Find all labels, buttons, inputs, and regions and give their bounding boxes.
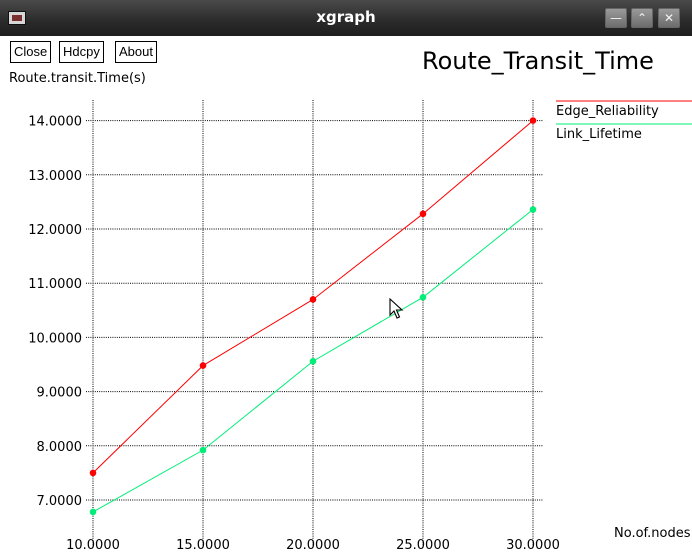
x-tick-label: 20.0000 [286,538,340,552]
y-tick-label: 9.0000 [37,386,83,401]
y-tick-label: 14.0000 [28,115,82,130]
y-axis-label: Route.transit.Time(s) [9,71,146,86]
y-tick-label: 8.0000 [37,440,83,455]
data-point [529,117,537,124]
x-tick-label: 10.0000 [66,538,120,552]
y-tick-label: 11.0000 [28,277,82,292]
data-point [89,508,97,516]
legend-label: Link_Lifetime [556,127,642,142]
about-button-label: About [119,44,153,59]
data-point [529,206,537,213]
x-axis-label: No.of.nodes [614,526,691,541]
close-icon[interactable]: ✕ [658,8,680,28]
minimize-icon[interactable]: — [605,8,627,28]
maximize-icon[interactable]: ⌃ [631,8,653,28]
x-tick-label: 15.0000 [176,538,230,552]
mouse-pointer-icon [389,298,404,319]
hdcpy-button-label: Hdcpy [63,44,100,59]
x-tick-label: 30.0000 [506,538,560,552]
legend-label: Edge_Reliability [556,104,659,119]
window-menu-icon[interactable] [8,11,26,25]
hdcpy-button[interactable]: Hdcpy [59,41,104,63]
window-titlebar: xgraph — ⌃ ✕ [0,0,692,36]
graph-title: Route_Transit_Time [422,47,654,75]
data-point [309,357,317,365]
close-button-label: Close [14,44,48,59]
data-point [199,362,207,369]
close-button[interactable]: Close [10,41,52,63]
data-point [199,446,207,454]
data-point [89,469,97,477]
y-tick-label: 7.0000 [37,494,83,509]
window-title: xgraph [316,8,376,26]
y-tick-label: 10.0000 [28,331,82,346]
y-tick-label: 13.0000 [28,169,82,184]
about-button[interactable]: About [115,41,157,63]
x-tick-label: 25.0000 [396,538,450,552]
y-tick-label: 12.0000 [28,223,82,238]
data-point [419,210,427,218]
data-point [309,296,317,303]
data-point [419,293,427,301]
